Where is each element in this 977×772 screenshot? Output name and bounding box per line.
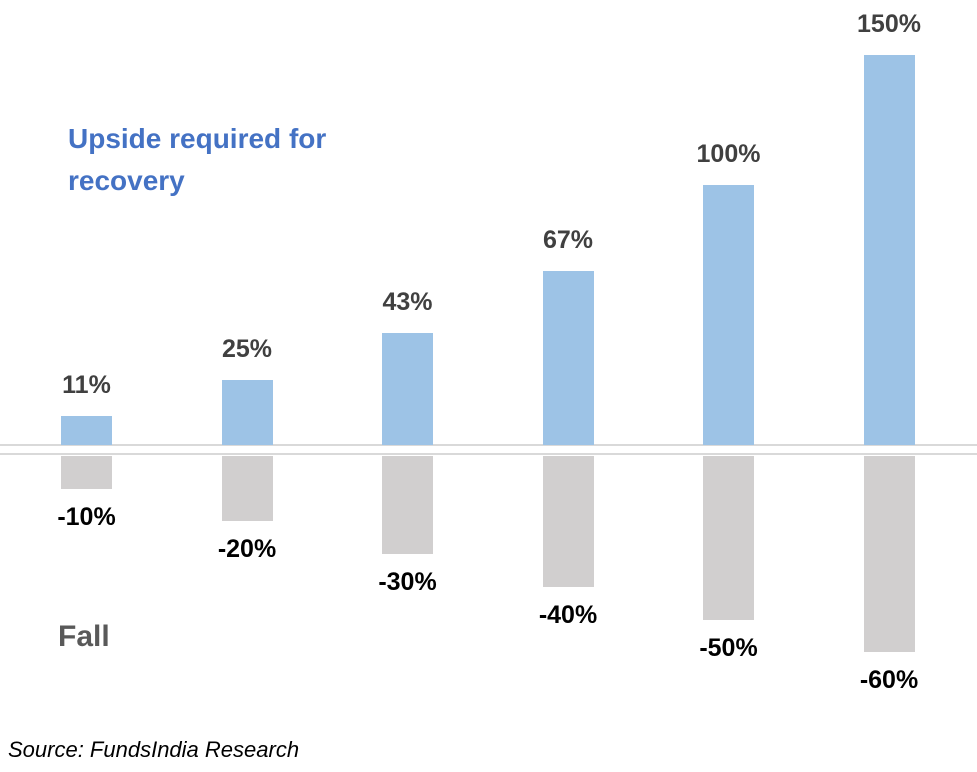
upside-value-label: 100% xyxy=(696,140,761,168)
upside-bar xyxy=(61,416,112,445)
fall-value-label: -40% xyxy=(538,600,598,629)
upside-bar xyxy=(703,185,754,445)
fall-value-label: -30% xyxy=(378,568,437,597)
fall-bar xyxy=(61,456,112,489)
upside-bar xyxy=(221,380,273,445)
fall-bar xyxy=(863,456,915,653)
source-note: Source: FundsIndia Research xyxy=(8,737,300,762)
upside-value-label: 43% xyxy=(382,288,433,317)
fall-bar xyxy=(703,456,754,620)
fall-bar xyxy=(542,456,594,587)
fall-bar xyxy=(221,456,273,522)
upside-bar xyxy=(382,333,433,445)
fall-value-label: -60% xyxy=(859,666,919,695)
fall-value-label: -20% xyxy=(217,535,277,564)
upside-value-label: 67% xyxy=(542,225,594,254)
upside-value-label: 25% xyxy=(221,335,273,363)
chart-title: Upside required for recovery xyxy=(68,123,327,196)
fall-bar xyxy=(382,456,433,555)
upside-bar xyxy=(863,55,915,445)
upper-axis-line xyxy=(0,444,977,446)
upside-bar xyxy=(542,270,594,445)
upside-value-label: 11% xyxy=(62,371,111,400)
upside-value-label: 150% xyxy=(857,10,921,38)
fall-value-label: -10% xyxy=(57,502,116,531)
lower-axis-line xyxy=(0,453,977,455)
fall-value-label: -50% xyxy=(699,633,758,662)
fall-series-label: Fall xyxy=(58,620,110,653)
